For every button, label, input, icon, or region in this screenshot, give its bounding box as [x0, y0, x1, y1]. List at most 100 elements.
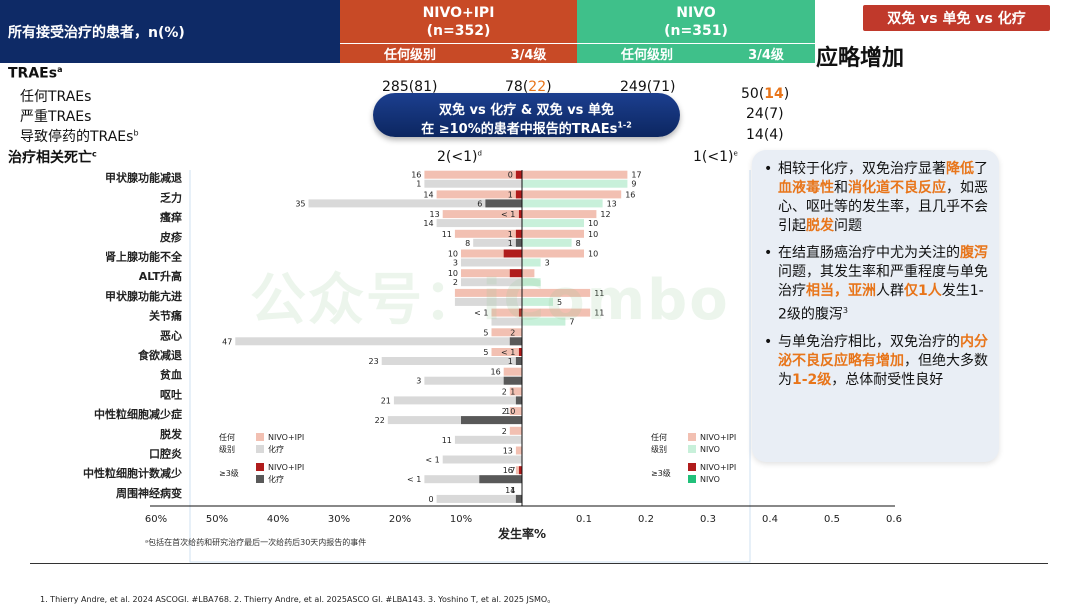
legend-any-label: 任何	[651, 432, 667, 442]
bar-value-label: 1	[508, 239, 513, 248]
bar-value-label: 35	[295, 199, 305, 208]
pill-line-2: 在 ≥10%的患者中报告的TRAEs1-2	[421, 120, 632, 137]
legend-swatch	[688, 445, 696, 453]
bar-value-label: 14	[505, 486, 515, 495]
bar-chemo-any	[454, 297, 522, 306]
x-tick-left: 50%	[206, 514, 228, 525]
bar-chemo-g3	[479, 475, 522, 484]
category-label: 中性粒细胞减少症	[94, 407, 182, 421]
bar-value-label: 2	[453, 278, 458, 287]
legend-g3-label: ≥3级	[651, 468, 671, 478]
bar-value-label-right: 5	[557, 298, 562, 307]
x-axis-title: 发生率%	[497, 526, 546, 541]
traes-label: TRAEsa	[8, 65, 63, 82]
bar-value-label: 23	[369, 357, 379, 366]
bar-right-nivo-ipi-any	[522, 308, 591, 317]
legend-swatch	[256, 445, 264, 453]
bar-chemo-any	[436, 219, 522, 228]
bar-nivo-ipi-g3	[515, 229, 522, 238]
bar-value-label-right: 7	[569, 318, 574, 327]
bar-value-label-right: 11	[594, 309, 604, 318]
bar-value-label: 21	[381, 396, 391, 405]
bar-chemo-g3	[515, 396, 522, 405]
nivo-ipi-any-g34: 78(22)	[505, 79, 552, 95]
bar-right-nivo-any	[522, 258, 541, 267]
x-tick-right: 0.5	[824, 514, 840, 525]
bar-nivo-ipi-any	[491, 308, 522, 317]
slide-headline: 应略增加	[816, 46, 905, 71]
bar-value-label: 1	[510, 387, 515, 396]
bar-chemo-any	[461, 278, 522, 287]
legend-item: NIVO+IPI	[700, 433, 736, 442]
bar-chemo-any	[308, 199, 522, 208]
category-label: ALT升高	[139, 269, 182, 283]
nivo-ipi-any-all: 285(81)	[382, 79, 438, 95]
bar-value-label: 11	[442, 436, 452, 445]
bar-nivo-ipi-any	[491, 348, 522, 356]
bar-nivo-ipi-any	[442, 210, 522, 219]
bar-nivo-ipi-any	[424, 170, 522, 179]
nivo-ipi-title: NIVO+IPI	[422, 4, 495, 21]
bar-right-nivo-ipi-any	[522, 229, 584, 238]
bar-value-label: 16	[491, 368, 501, 377]
x-tick-right: 0.3	[700, 514, 716, 525]
legend-item: NIVO+IPI	[268, 463, 304, 472]
bar-right-nivo-any	[522, 219, 584, 228]
category-label: 呕吐	[160, 387, 182, 401]
bar-nivo-ipi-any	[503, 367, 522, 376]
bar-right-nivo-ipi-any	[522, 170, 628, 179]
bar-value-label: 5	[483, 348, 488, 357]
bar-chemo-g3	[509, 337, 522, 346]
bar-right-nivo-ipi-any	[522, 249, 584, 258]
bar-value-label: 2	[502, 427, 507, 436]
category-label: 周围神经病变	[116, 486, 182, 500]
bar-right-nivo-any	[522, 317, 566, 326]
bar-right-nivo-ipi-any	[522, 190, 622, 199]
bar-value-label: 2	[502, 387, 507, 396]
x-tick-left: 60%	[145, 514, 167, 525]
bar-value-label: 2	[502, 407, 507, 416]
comparison-tag: 双免 vs 单免 vs 化疗	[863, 5, 1050, 31]
nivo-n: (n=351)	[664, 22, 728, 39]
bar-value-label: 3	[453, 259, 458, 268]
legend-swatch	[688, 475, 696, 483]
bar-value-label: 7	[510, 466, 515, 475]
bar-nivo-ipi-g3	[515, 170, 522, 179]
bar-nivo-ipi-any	[515, 446, 522, 455]
bar-value-label: 3	[416, 377, 421, 386]
finding-1: 相较于化疗，双免治疗显著降低了血液毒性和消化道不良反应，如恶心、呕吐等的发生率，…	[764, 160, 989, 236]
bar-chemo-any	[436, 494, 522, 503]
bar-nivo-ipi-g3	[518, 348, 522, 356]
bar-chemo-any	[473, 238, 522, 247]
bar-nivo-ipi-g3	[518, 308, 522, 317]
bar-chemo-any	[424, 376, 522, 385]
bar-nivo-ipi-g3	[515, 190, 522, 199]
legend-any-label: 级别	[219, 444, 235, 454]
bar-nivo-ipi-g3	[518, 210, 522, 219]
bar-chemo-g3	[485, 199, 522, 208]
legend-item: NIVO+IPI	[268, 433, 304, 442]
bar-value-label: 10	[505, 407, 515, 416]
bar-value-label: 2	[510, 328, 515, 337]
finding-2: 在结直肠癌治疗中尤为关注的腹泻问题，其发生率和严重程度与单免治疗相当，亚洲人群仅…	[764, 244, 989, 325]
x-tick-left: 10%	[450, 514, 472, 525]
bar-value-label: < 1	[501, 210, 515, 219]
nivo-any-g34: 50(14)	[741, 86, 790, 102]
bar-value-label-right: 10	[588, 250, 598, 259]
watermark-text: 公众号：iCombo	[250, 268, 730, 333]
trae-summary-table: 所有接受治疗的患者，n(%) NIVO+IPI (n=352) NIVO (n=…	[0, 0, 815, 170]
bar-value-label: 1	[508, 230, 513, 239]
references: 1. Thierry Andre, et al. 2024 ASCOGI. #L…	[40, 595, 556, 604]
bar-chemo-g3	[503, 376, 522, 385]
row-serious-traes: 严重TRAEs	[20, 109, 92, 125]
legend-item: NIVO	[700, 445, 720, 454]
x-tick-left: 40%	[267, 514, 289, 525]
x-tick-right: 0.2	[638, 514, 654, 525]
bar-value-label-right: 10	[588, 230, 598, 239]
bar-chemo-any	[393, 396, 522, 405]
legend-item: NIVO	[700, 475, 720, 484]
bar-right-nivo-ipi-any	[522, 269, 535, 278]
trae-threshold-pill: 双免 vs 化疗 & 双免 vs 单免 在 ≥10%的患者中报告的TRAEs1-…	[373, 93, 680, 137]
bar-value-label: 8	[465, 239, 470, 248]
bar-value-label-right: 8	[576, 239, 581, 248]
